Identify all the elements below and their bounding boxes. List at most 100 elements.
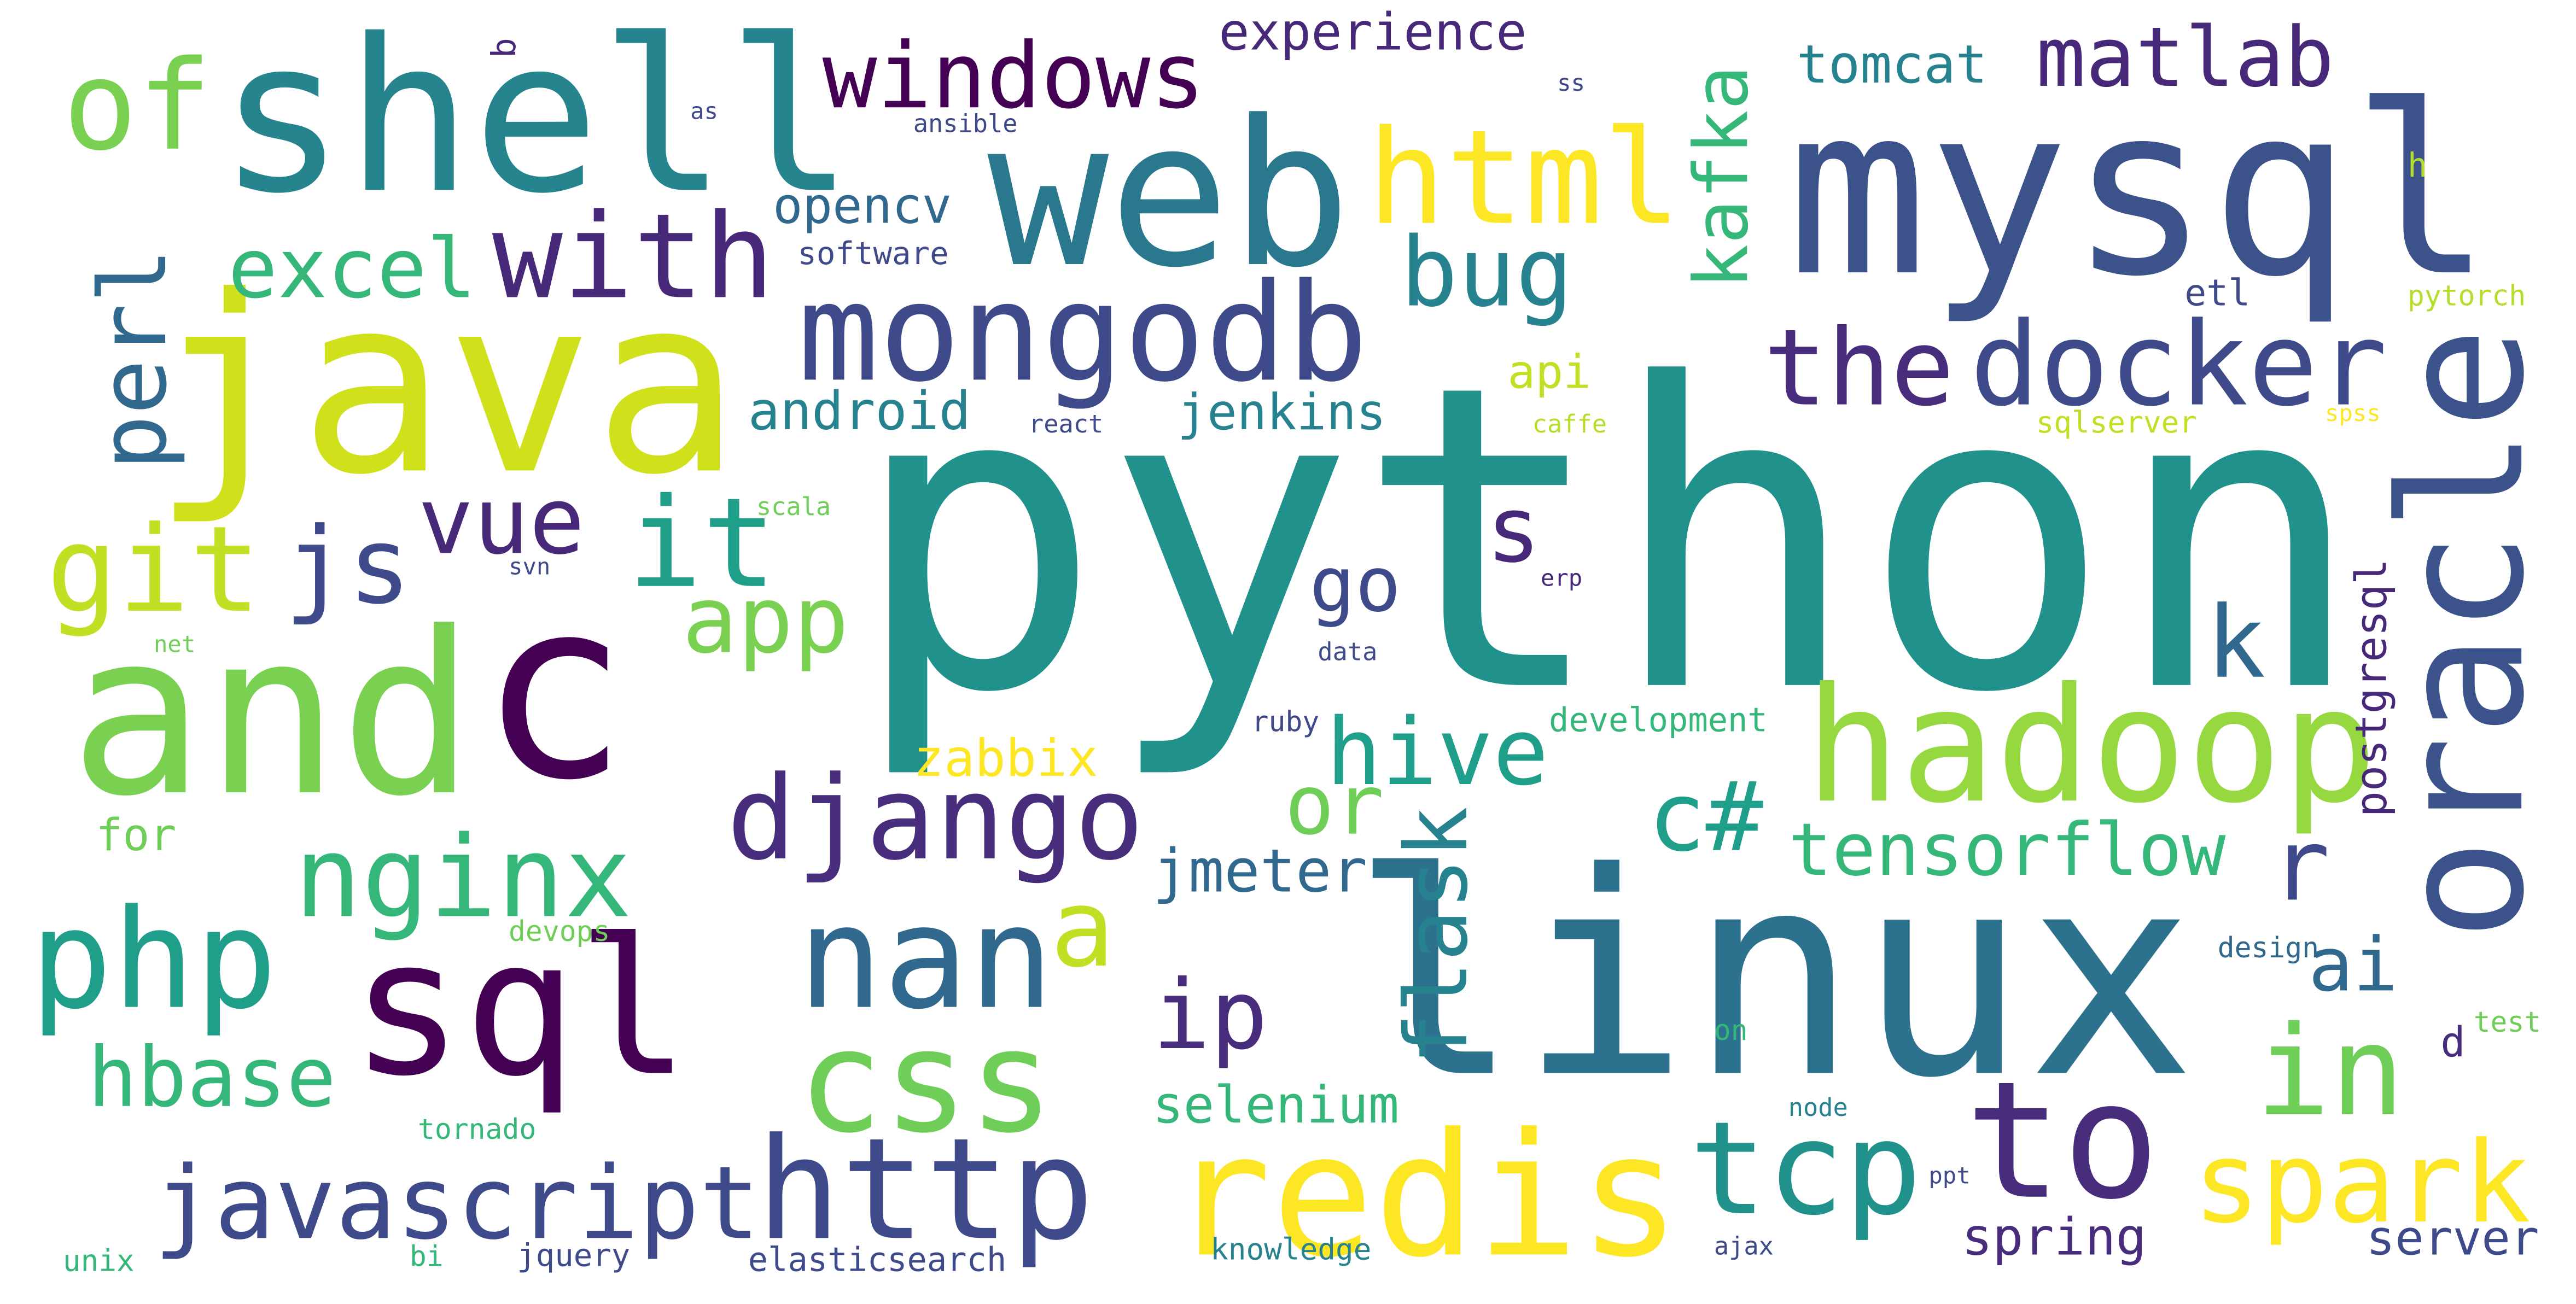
word: django [727,751,1144,886]
word: php [30,880,278,1040]
word: ppt [1928,1162,1970,1189]
word: hive [1326,698,1548,806]
word: flask [1387,806,1487,1065]
word: matlab [2036,9,2334,106]
word: api [1508,345,1592,399]
word: redis [1169,1097,1681,1295]
word: test [2474,1006,2542,1039]
word: h [2408,147,2427,185]
word: of [63,34,212,178]
word: spss [2325,400,2381,426]
word: with [492,188,774,325]
word: bi [410,1241,444,1273]
word: excel [228,220,476,317]
word: server [2366,1210,2539,1266]
word: windows [823,24,1205,129]
word: ruby [1252,705,1320,738]
word: mysql [1787,55,2492,328]
word: and [69,584,475,845]
word: on [1714,1014,1748,1047]
word: opencv [773,178,952,235]
word: shell [218,0,854,240]
word: java [152,244,741,528]
word: git [46,501,261,639]
word: ip [1152,960,1268,1071]
word: knowledge [1210,1232,1371,1266]
word: react [1029,410,1103,438]
word: d [2440,1018,2465,1066]
word: software [797,235,948,272]
word: experience [1219,3,1526,62]
word: r [2270,808,2330,923]
word: etl [2184,272,2250,314]
word: c# [1648,762,1763,873]
word: caffe [1532,410,1607,438]
word: ai [2309,922,2398,1008]
word: html [1367,103,1681,254]
word: design [2218,932,2319,964]
word: data [1318,638,1377,666]
word: bug [1400,217,1573,329]
word: vue [418,467,585,575]
word: spring [1962,1207,2147,1267]
word: app [682,566,849,674]
word: spark [2193,1118,2531,1248]
word: web [988,77,1351,312]
word: css [797,999,1054,1165]
word: pytorch [2408,280,2526,313]
word: tornado [418,1113,536,1146]
word: selenium [1152,1075,1399,1135]
word: docker [1970,297,2387,432]
word: kafka [1679,65,1765,289]
word: the [1763,307,1954,430]
word: tensorflow [1788,808,2226,892]
word: tcp [1689,1094,1922,1244]
word: go [1309,540,1401,629]
word: it [627,472,777,616]
word: for [96,809,176,861]
word: devops [509,915,610,948]
word: jmeter [1152,836,1367,905]
word: ansible [913,109,1018,138]
word: net [154,631,195,658]
word: or [1285,757,1384,853]
word: nginx [294,812,632,943]
word: hbase [88,1030,336,1126]
word: in [2256,1000,2405,1144]
word: tomcat [1797,33,1988,95]
word: postgresql [2346,559,2397,817]
word: svn [509,553,550,580]
word: android [748,380,971,442]
word: http [756,1108,1094,1271]
word: sqlserver [2036,405,2197,440]
word: jquery [517,1237,630,1274]
word: to [1965,1046,2160,1235]
word: js [284,505,411,628]
word: nan [797,876,1054,1041]
word: sql [350,899,690,1118]
word: unix [63,1244,135,1278]
word: jenkins [1178,384,1386,441]
word: erp [1541,565,1582,592]
word: ajax [1714,1231,1774,1260]
word: python [850,296,2365,784]
word: oracle [2364,327,2562,941]
word: node [1788,1093,1848,1122]
word: a [1050,867,1115,991]
word: hadoop [1805,654,2377,838]
word: c [479,546,628,834]
word: javascript [154,1145,760,1262]
word: as [690,97,718,124]
word: k [2206,585,2266,700]
word: perl [79,248,187,470]
word: b [485,38,523,57]
word: s [1486,477,1541,583]
word: development [1549,701,1768,739]
word: zabbix [913,729,1098,788]
word: linux [1351,813,2196,1139]
word: elasticsearch [748,1241,1006,1279]
